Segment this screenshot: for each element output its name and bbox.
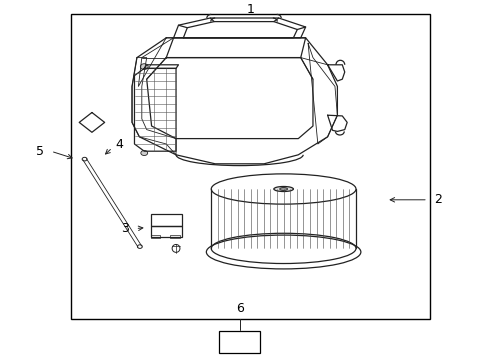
Bar: [150, 214, 182, 226]
Ellipse shape: [279, 188, 287, 190]
Ellipse shape: [141, 150, 147, 156]
Text: 3: 3: [121, 222, 128, 235]
Ellipse shape: [140, 64, 148, 69]
Bar: [71, 14, 429, 319]
Ellipse shape: [273, 186, 293, 192]
Bar: [170, 235, 180, 238]
Text: 1: 1: [246, 3, 254, 15]
Text: 5: 5: [36, 145, 44, 158]
Text: 4: 4: [116, 138, 123, 150]
Text: 2: 2: [433, 193, 441, 206]
Bar: [150, 235, 160, 238]
Bar: [150, 226, 182, 237]
Bar: [218, 331, 260, 353]
Text: 6: 6: [235, 302, 243, 315]
